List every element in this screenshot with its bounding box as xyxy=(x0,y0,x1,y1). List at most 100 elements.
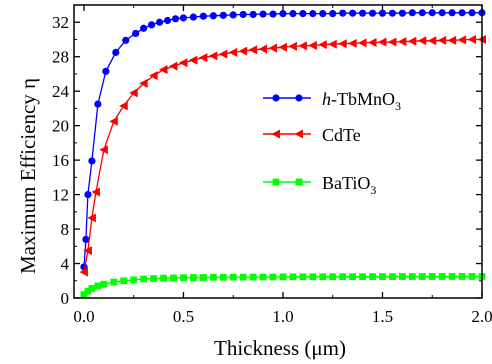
data-point xyxy=(109,116,118,126)
data-point xyxy=(438,273,446,280)
data-point xyxy=(268,43,278,53)
y-tick-label: 0 xyxy=(61,289,70,308)
data-point xyxy=(417,36,427,46)
data-point xyxy=(99,145,108,155)
legend-marker xyxy=(272,94,280,102)
data-point xyxy=(309,273,317,281)
data-point xyxy=(319,273,327,281)
data-point xyxy=(279,273,287,281)
legend-marker xyxy=(295,94,303,102)
series-batio3 xyxy=(80,273,486,298)
data-point xyxy=(87,213,96,223)
data-point xyxy=(458,9,466,17)
data-point xyxy=(249,10,257,19)
data-point xyxy=(359,273,366,281)
data-point xyxy=(208,51,218,61)
legend: h-TbMnO3 CdTe BaTiO3 xyxy=(263,89,401,197)
data-point xyxy=(189,13,198,21)
data-point xyxy=(309,10,317,18)
data-point xyxy=(239,10,247,19)
data-point xyxy=(79,267,88,277)
data-point xyxy=(389,273,396,281)
data-point xyxy=(448,273,456,280)
data-point xyxy=(169,61,178,71)
data-point xyxy=(218,49,228,59)
y-tick-label: 8 xyxy=(61,220,70,239)
data-point xyxy=(239,273,247,281)
data-point xyxy=(149,71,158,81)
data-point xyxy=(369,273,376,281)
data-point xyxy=(387,37,397,47)
data-point xyxy=(199,274,207,281)
data-point xyxy=(228,47,238,57)
legend-label: CdTe xyxy=(322,125,361,145)
legend-marker xyxy=(294,129,303,139)
data-point xyxy=(188,55,198,65)
data-point xyxy=(418,273,426,280)
y-tick-label: 32 xyxy=(52,13,69,32)
x-axis-title: Thickness (μm) xyxy=(214,336,346,360)
data-point xyxy=(408,273,416,280)
data-point xyxy=(94,100,102,108)
y-tick-label: 4 xyxy=(61,255,70,274)
data-point xyxy=(397,37,407,47)
data-point xyxy=(378,9,387,17)
data-point xyxy=(219,11,227,19)
data-point xyxy=(269,10,277,18)
data-point xyxy=(122,36,130,44)
data-point xyxy=(209,273,217,281)
data-point xyxy=(468,273,476,280)
data-point xyxy=(159,65,168,75)
data-point xyxy=(448,9,456,17)
data-point xyxy=(308,41,317,51)
data-point xyxy=(338,39,347,49)
data-point xyxy=(94,282,102,290)
data-point xyxy=(358,38,367,48)
data-point xyxy=(198,53,208,63)
data-point xyxy=(219,273,227,281)
data-point xyxy=(132,29,140,38)
data-point xyxy=(447,35,457,45)
data-point xyxy=(278,42,287,52)
data-point xyxy=(319,10,327,18)
data-point xyxy=(171,15,180,23)
data-point xyxy=(140,275,148,283)
data-point xyxy=(110,278,118,286)
data-point xyxy=(119,101,128,111)
data-point xyxy=(329,273,337,281)
plot-frame xyxy=(73,4,483,299)
data-point xyxy=(83,246,92,256)
data-point xyxy=(339,273,347,281)
data-point xyxy=(269,273,277,281)
x-tick-label: 1.0 xyxy=(272,307,293,326)
data-point xyxy=(91,187,100,197)
data-point xyxy=(368,9,377,17)
y-axis-title: Maximum Efficiency η xyxy=(16,78,40,274)
data-point xyxy=(329,10,337,18)
data-point xyxy=(428,273,436,280)
y-tick-label: 24 xyxy=(52,82,70,101)
data-point xyxy=(437,35,447,45)
plot-area: 0.0 0.5 1.0 1.5 2.0 0 4 8 12 16 20 24 28 32 h-TbMnO3 Cd… xyxy=(52,4,492,326)
data-point xyxy=(140,24,148,32)
data-point xyxy=(238,46,248,56)
data-point xyxy=(80,291,88,298)
y-tick-label: 20 xyxy=(52,117,69,136)
legend-label: h-TbMnO3 xyxy=(322,89,401,113)
data-point xyxy=(100,280,108,288)
data-point xyxy=(130,276,138,284)
data-point xyxy=(379,273,386,281)
data-point xyxy=(299,10,307,18)
data-point xyxy=(170,274,177,282)
data-point xyxy=(299,273,307,281)
data-point xyxy=(468,9,476,17)
data-point xyxy=(467,34,477,44)
y-tick-label: 28 xyxy=(52,48,69,67)
legend-label: BaTiO3 xyxy=(322,173,376,197)
data-point xyxy=(377,37,387,47)
data-point xyxy=(427,36,437,46)
data-point xyxy=(199,12,207,20)
data-point xyxy=(458,273,466,280)
data-point xyxy=(248,45,258,55)
